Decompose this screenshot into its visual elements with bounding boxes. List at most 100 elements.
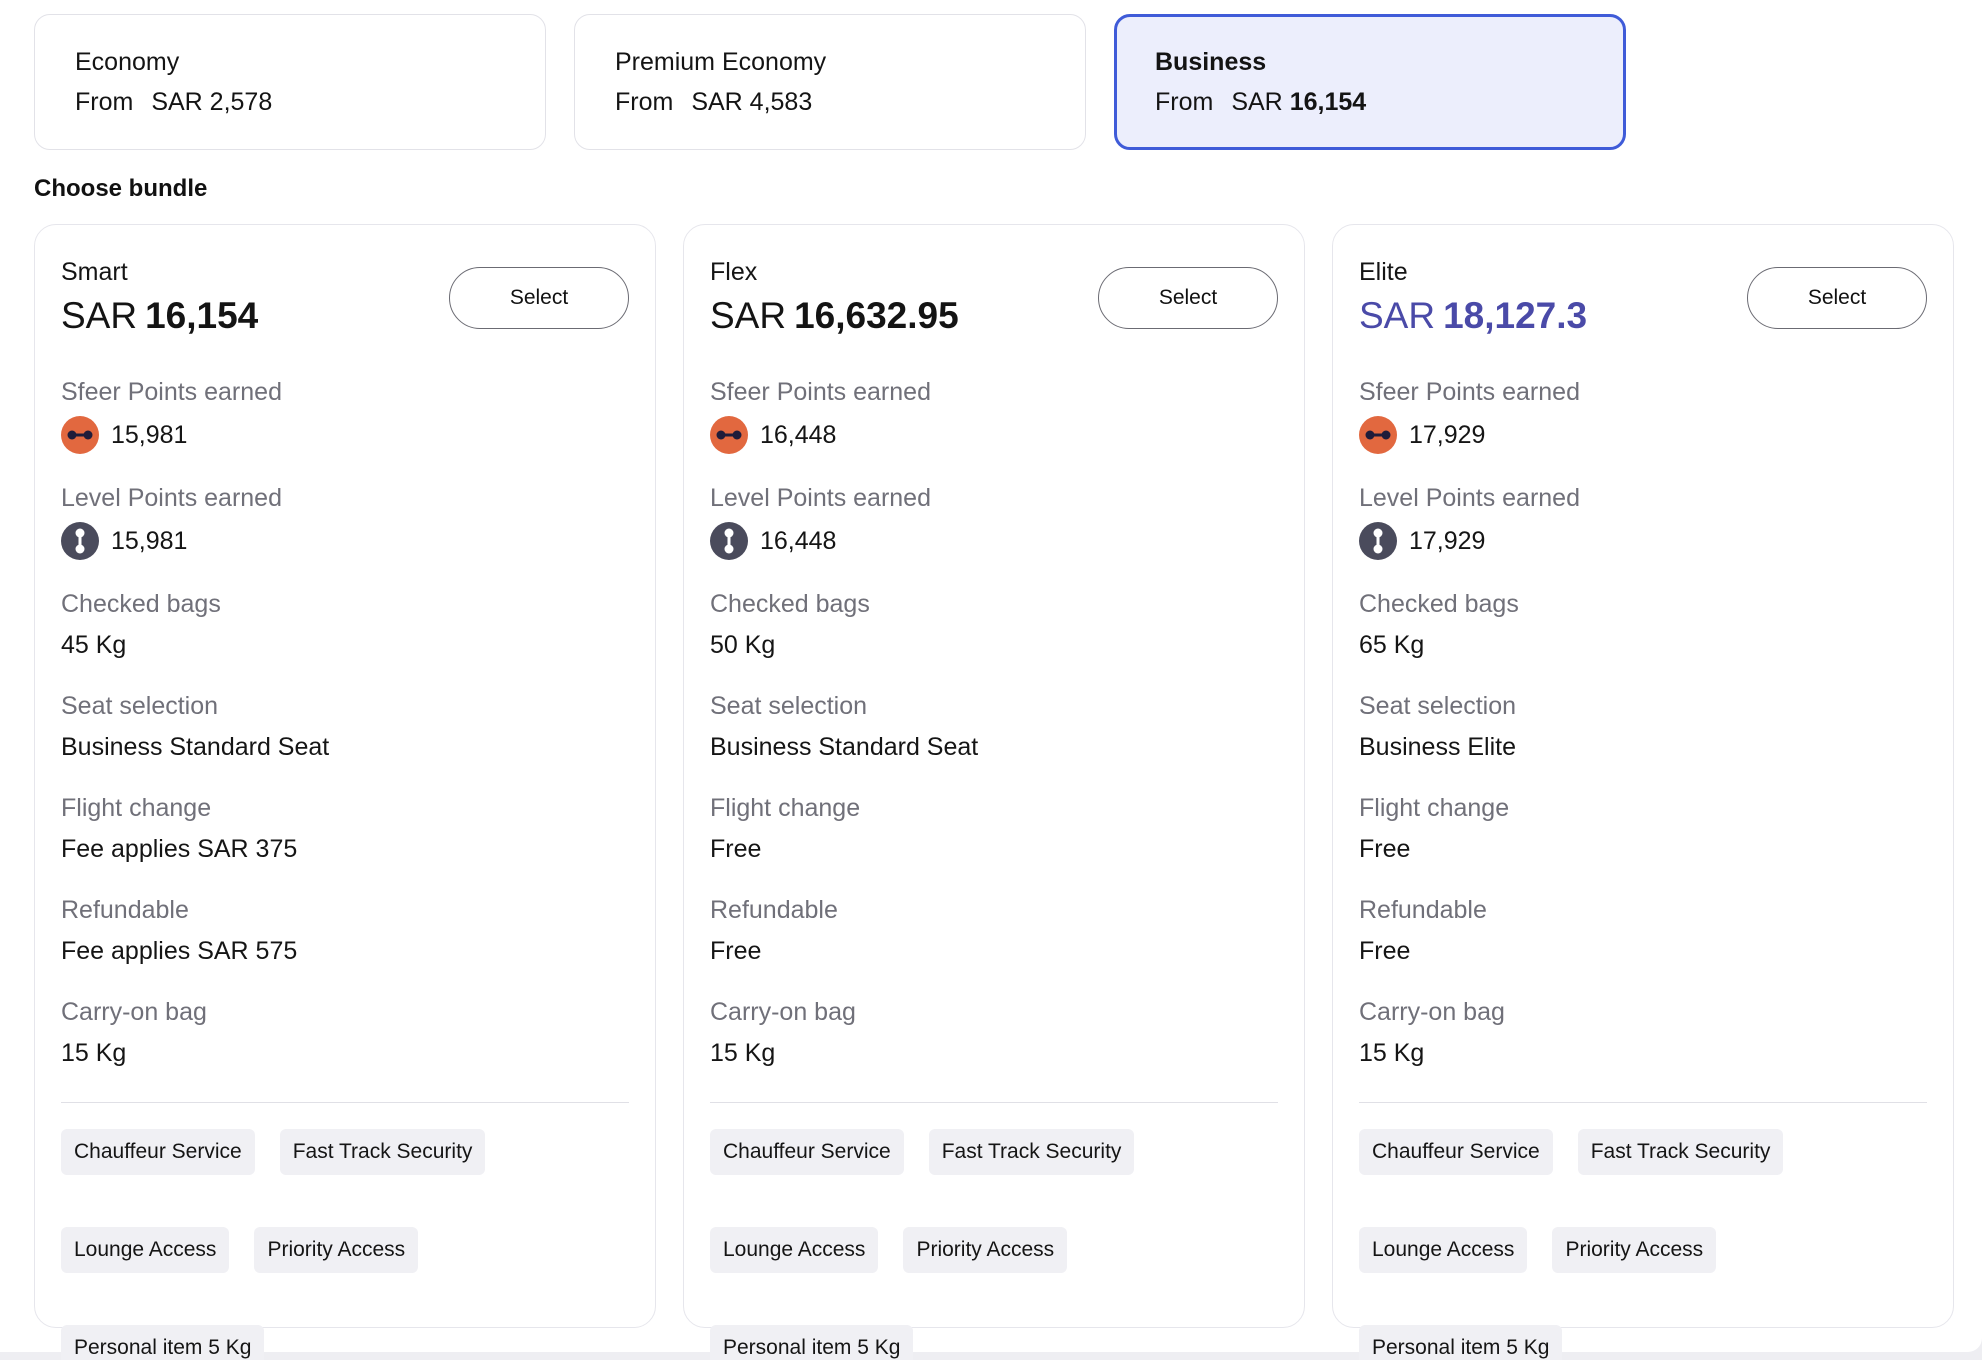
level-points-value-wrap: 16,448: [710, 522, 1278, 560]
bundle-header: Elite SAR 18,127.3 Select: [1359, 255, 1927, 365]
benefit-tag: Fast Track Security: [1577, 1129, 1784, 1175]
benefit-tag: Chauffeur Service: [710, 1129, 904, 1175]
bundle-header: Flex SAR 16,632.95 Select: [710, 255, 1278, 365]
cabin-tab-economy[interactable]: Economy From SAR 2,578: [34, 14, 546, 150]
bundle-price: SAR 16,632.95: [710, 293, 1278, 339]
cabin-price-value: SAR 4,583: [691, 88, 813, 116]
refundable-row: Refundable Free: [710, 893, 1278, 968]
bundle-price-amount: 16,154: [145, 295, 259, 336]
sfeer-points-value: 16,448: [760, 421, 837, 449]
select-button[interactable]: Select: [1747, 267, 1927, 329]
bundle-price: SAR 16,154: [61, 293, 629, 339]
level-points-icon: [1359, 522, 1397, 560]
refundable-value: Fee applies SAR 575: [61, 937, 298, 965]
cabin-tab-business[interactable]: Business From SAR 16,154: [1114, 14, 1626, 150]
refundable-label: Refundable: [61, 896, 189, 924]
carry-on-label: Carry-on bag: [61, 998, 207, 1026]
flight-change-label: Flight change: [710, 794, 861, 822]
cabin-class-tabs: Economy From SAR 2,578 Premium Economy Fr…: [34, 14, 1626, 150]
bundle-benefit-tags: Chauffeur Service Fast Track Security Lo…: [61, 1129, 629, 1360]
sfeer-points-label: Sfeer Points earned: [710, 378, 931, 406]
carry-on-row: Carry-on bag 15 Kg: [710, 995, 1278, 1070]
bundle-name: Elite: [1359, 258, 1408, 286]
divider: [61, 1102, 629, 1103]
level-points-value: 15,981: [111, 527, 188, 555]
cabin-price-currency: SAR: [1231, 88, 1283, 116]
from-label: From: [1155, 88, 1214, 116]
benefit-tag: Fast Track Security: [928, 1129, 1135, 1175]
checked-bags-row: Checked bags 45 Kg: [61, 587, 629, 662]
refundable-label: Refundable: [710, 896, 838, 924]
sfeer-points-value-wrap: 16,448: [710, 416, 1278, 454]
carry-on-row: Carry-on bag 15 Kg: [1359, 995, 1927, 1070]
seat-selection-row: Seat selection Business Elite: [1359, 689, 1927, 764]
benefit-tag: Lounge Access: [1359, 1227, 1528, 1273]
benefit-tag: Chauffeur Service: [61, 1129, 255, 1175]
level-points-icon: [61, 522, 99, 560]
sfeer-points-row: Sfeer Points earned 15,981: [61, 375, 629, 454]
divider: [1359, 1102, 1927, 1103]
cabin-price: From SAR 16,154: [1155, 85, 1585, 119]
sfeer-points-row: Sfeer Points earned 16,448: [710, 375, 1278, 454]
level-points-icon: [710, 522, 748, 560]
benefit-tag: Personal item 5 Kg: [61, 1325, 265, 1360]
carry-on-value: 15 Kg: [1359, 1039, 1425, 1067]
benefit-tag: Priority Access: [1552, 1227, 1717, 1273]
sfeer-points-value-wrap: 15,981: [61, 416, 629, 454]
cabin-price-value: SAR 2,578: [151, 88, 273, 116]
refundable-value: Free: [1359, 937, 1411, 965]
sfeer-points-value: 17,929: [1409, 421, 1486, 449]
bundle-card-flex: Flex SAR 16,632.95 Select Sfeer Points ea…: [683, 224, 1305, 1360]
seat-selection-value: Business Standard Seat: [710, 733, 979, 761]
bundle-card-smart: Smart SAR 16,154 Select Sfeer Points earn…: [34, 224, 656, 1360]
benefit-tag: Chauffeur Service: [1359, 1129, 1553, 1175]
checked-bags-label: Checked bags: [710, 590, 870, 618]
seat-selection-label: Seat selection: [61, 692, 219, 720]
sfeer-points-icon: [710, 416, 748, 454]
level-points-label: Level Points earned: [1359, 484, 1580, 512]
from-label: From: [615, 88, 674, 116]
benefit-tag: Lounge Access: [710, 1227, 879, 1273]
refundable-row: Refundable Fee applies SAR 575: [61, 893, 629, 968]
level-points-value: 16,448: [760, 527, 837, 555]
select-button[interactable]: Select: [449, 267, 629, 329]
level-points-value-wrap: 17,929: [1359, 522, 1927, 560]
level-points-label: Level Points earned: [61, 484, 282, 512]
cabin-name: Economy: [75, 48, 180, 76]
flight-change-label: Flight change: [1359, 794, 1510, 822]
level-points-value-wrap: 15,981: [61, 522, 629, 560]
sfeer-points-value-wrap: 17,929: [1359, 416, 1927, 454]
select-button[interactable]: Select: [1098, 267, 1278, 329]
flight-change-value: Free: [710, 835, 762, 863]
benefit-tag: Priority Access: [254, 1227, 419, 1273]
bundle-benefit-tags: Chauffeur Service Fast Track Security Lo…: [710, 1129, 1278, 1360]
carry-on-label: Carry-on bag: [1359, 998, 1505, 1026]
flight-change-row: Flight change Fee applies SAR 375: [61, 791, 629, 866]
seat-selection-row: Seat selection Business Standard Seat: [710, 689, 1278, 764]
carry-on-label: Carry-on bag: [710, 998, 856, 1026]
cabin-tab-premium-economy[interactable]: Premium Economy From SAR 4,583: [574, 14, 1086, 150]
flight-change-row: Flight change Free: [710, 791, 1278, 866]
sfeer-points-icon: [1359, 416, 1397, 454]
carry-on-value: 15 Kg: [61, 1039, 127, 1067]
level-points-row: Level Points earned 17,929: [1359, 481, 1927, 560]
bundle-benefit-tags: Chauffeur Service Fast Track Security Lo…: [1359, 1129, 1927, 1360]
checked-bags-label: Checked bags: [1359, 590, 1519, 618]
cabin-price: From SAR 4,583: [615, 85, 1045, 119]
seat-selection-row: Seat selection Business Standard Seat: [61, 689, 629, 764]
sfeer-points-icon: [61, 416, 99, 454]
seat-selection-label: Seat selection: [1359, 692, 1517, 720]
bundle-price-amount: 16,632.95: [794, 295, 959, 336]
refundable-label: Refundable: [1359, 896, 1487, 924]
cabin-price: From SAR 2,578: [75, 85, 505, 119]
bundle-header: Smart SAR 16,154 Select: [61, 255, 629, 365]
checked-bags-value: 65 Kg: [1359, 631, 1425, 659]
checked-bags-value: 50 Kg: [710, 631, 776, 659]
bundle-price-currency: SAR: [1359, 295, 1436, 336]
bundle-name: Smart: [61, 258, 128, 286]
carry-on-value: 15 Kg: [710, 1039, 776, 1067]
level-points-row: Level Points earned 16,448: [710, 481, 1278, 560]
checked-bags-label: Checked bags: [61, 590, 221, 618]
checked-bags-row: Checked bags 65 Kg: [1359, 587, 1927, 662]
